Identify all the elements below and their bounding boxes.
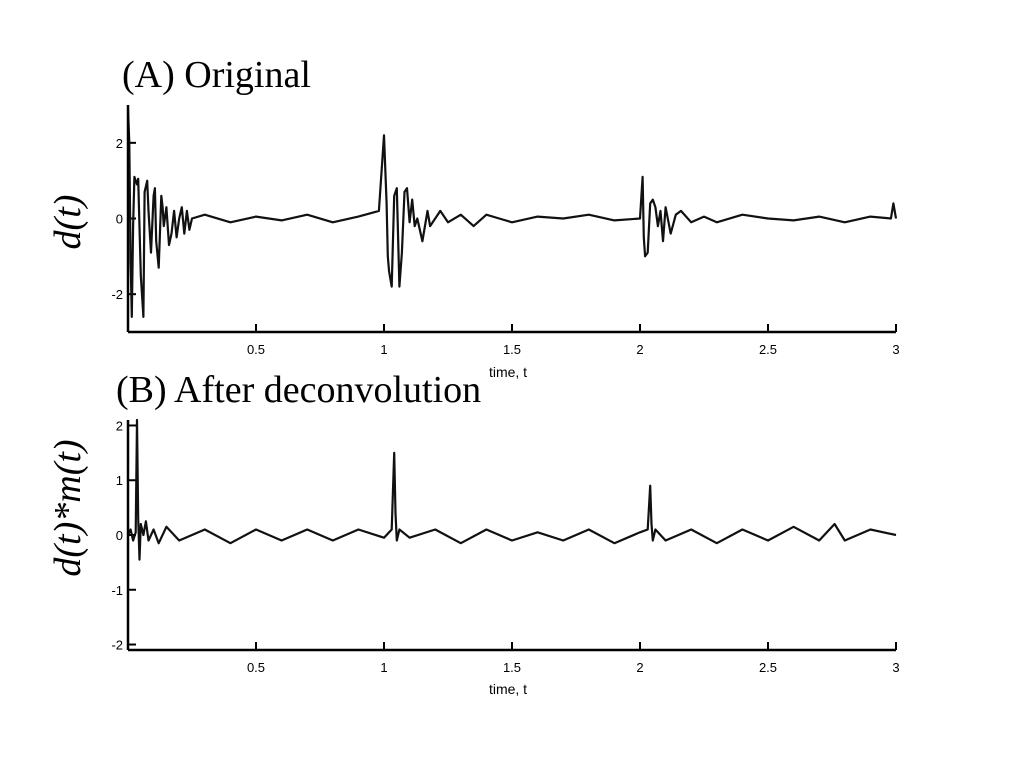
y-axis-label-original: d(t): [47, 195, 89, 250]
y-tick-label-original: 2: [116, 136, 123, 151]
y-tick-label-deconvolution: 2: [116, 418, 123, 433]
series-line-original: [126, 108, 898, 318]
y-tick-label-deconvolution: -2: [111, 638, 123, 653]
x-tick-label-deconvolution: 1.5: [503, 660, 521, 675]
x-ticks-original: 0.5 1 1.5 2 2.5 3: [247, 324, 900, 357]
x-tick-label-deconvolution: 1: [380, 660, 387, 675]
x-tick-label-original: 3: [892, 342, 899, 357]
x-tick-label-deconvolution: 2.5: [759, 660, 777, 675]
y-tick-label-deconvolution: -1: [111, 583, 123, 598]
x-tick-label-deconvolution: 2: [636, 660, 643, 675]
series-line-deconvolution: [127, 418, 897, 561]
y-tick-label-original: 0: [116, 212, 123, 227]
y-axis-label-deconvolution: d(t)*m(t): [47, 439, 89, 576]
x-tick-label-deconvolution: 3: [892, 660, 899, 675]
y-tick-label-original: -2: [111, 287, 123, 302]
x-tick-label-original: 0.5: [247, 342, 265, 357]
x-tick-label-original: 1.5: [503, 342, 521, 357]
y-tick-label-deconvolution: 0: [116, 528, 123, 543]
panel-title-original: (A) Original: [122, 54, 311, 96]
panel-original: (A) Original d(t) -2 0 2 0.5 1 1.5 2 2.5 3 time…: [47, 54, 900, 380]
y-tick-label-deconvolution: 1: [116, 473, 123, 488]
y-ticks-deconvolution: -2 -1 0 1 2: [111, 418, 136, 653]
x-tick-label-deconvolution: 0.5: [247, 660, 265, 675]
x-axis-label-original: time, t: [489, 364, 527, 380]
x-axis-label-deconvolution: time, t: [489, 681, 527, 697]
x-ticks-deconvolution: 0.5 1 1.5 2 2.5 3: [247, 642, 900, 675]
x-tick-label-original: 2.5: [759, 342, 777, 357]
x-tick-label-original: 1: [380, 342, 387, 357]
panel-title-deconvolution: (B) After deconvolution: [116, 369, 481, 411]
x-tick-label-original: 2: [636, 342, 643, 357]
panel-deconvolution: (B) After deconvolution d(t)*m(t) -2 -1 0 1…: [47, 369, 900, 697]
